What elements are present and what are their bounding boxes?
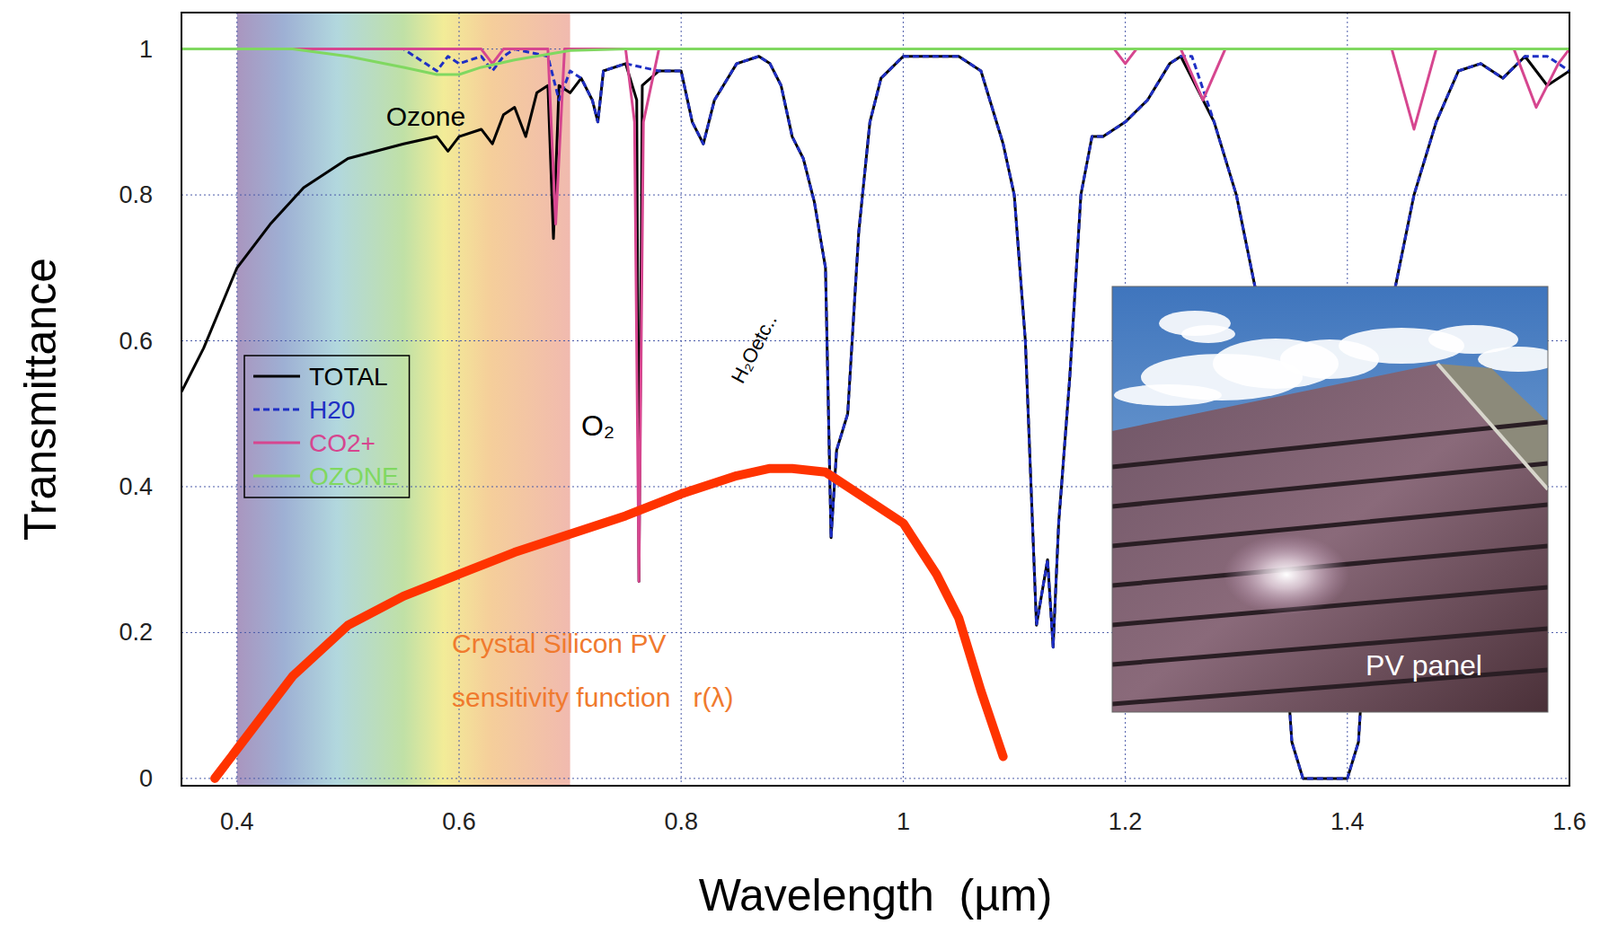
x-grid-line <box>680 12 682 787</box>
y-tick-label: 0.6 <box>118 327 153 355</box>
legend-label: H20 <box>309 396 355 425</box>
y-tick-label: 1 <box>139 35 153 63</box>
y-tick-label: 0.8 <box>118 181 153 209</box>
photo-edge <box>1437 363 1548 490</box>
legend-swatch <box>253 441 301 445</box>
annotation: H₂Oetc.. <box>726 310 782 388</box>
series-line <box>181 56 1570 779</box>
legend-label: OZONE <box>309 462 399 491</box>
pv-photo <box>1112 286 1548 713</box>
x-tick-label: 0.8 <box>663 808 699 836</box>
y-tick-label: 0.2 <box>118 618 153 646</box>
series-line <box>181 49 1570 779</box>
photo-sky <box>1112 286 1548 713</box>
x-tick-label: 1 <box>896 808 911 836</box>
y-grid-line <box>181 194 1570 196</box>
chart: TOTAL H20 CO2+ OZONE Ozone O₂ H₂Oetc.. Crystal … <box>0 0 1600 933</box>
y-tick-label: 0.4 <box>118 473 153 501</box>
photo-stripe <box>1112 670 1548 705</box>
y-axis-title: Transmittance <box>15 257 66 541</box>
photo-stripe <box>1112 463 1548 507</box>
plot-frame <box>181 12 1570 787</box>
y-tick-label: 0 <box>139 765 153 793</box>
photo-glare <box>1223 534 1350 616</box>
y-grid-line <box>181 777 1570 779</box>
x-tick-label: 0.6 <box>441 808 477 836</box>
series-line <box>181 49 1570 75</box>
x-tick-label: 1.6 <box>1552 808 1587 836</box>
grid <box>181 12 1570 787</box>
visible-band <box>237 12 571 787</box>
x-tick-label: 1.2 <box>1108 808 1143 836</box>
x-tick-label: 0.4 <box>220 808 255 836</box>
sensitivity-label: sensitivity function r(λ) <box>451 682 734 713</box>
legend: TOTAL H20 CO2+ OZONE <box>244 355 410 498</box>
photo-border <box>1112 286 1548 713</box>
x-grid-line <box>902 12 904 787</box>
annotation: Ozone <box>386 101 466 132</box>
photo-cloud <box>1113 384 1222 407</box>
sensitivity-curve <box>214 468 1004 779</box>
photo-stripe <box>1112 504 1548 547</box>
photo-panel <box>1112 363 1548 713</box>
photo-stripe <box>1112 422 1548 468</box>
x-axis-title: Wavelength (µm) <box>698 870 1053 921</box>
legend-swatch <box>253 375 301 379</box>
series-group <box>181 49 1570 779</box>
annotation: O₂ <box>581 409 615 442</box>
x-tick-label: 1.4 <box>1330 808 1365 836</box>
x-grid-line <box>236 12 238 787</box>
inset-label: PV panel <box>1365 649 1483 682</box>
photo-stripe <box>1112 628 1548 665</box>
legend-swatch <box>253 475 301 478</box>
legend-box <box>244 355 410 498</box>
sensitivity-label: Crystal Silicon PV <box>451 628 666 659</box>
legend-label: CO2+ <box>309 429 376 458</box>
legend-label: TOTAL <box>309 362 389 391</box>
photo-cloud <box>1181 325 1236 344</box>
legend-swatch <box>253 408 301 412</box>
